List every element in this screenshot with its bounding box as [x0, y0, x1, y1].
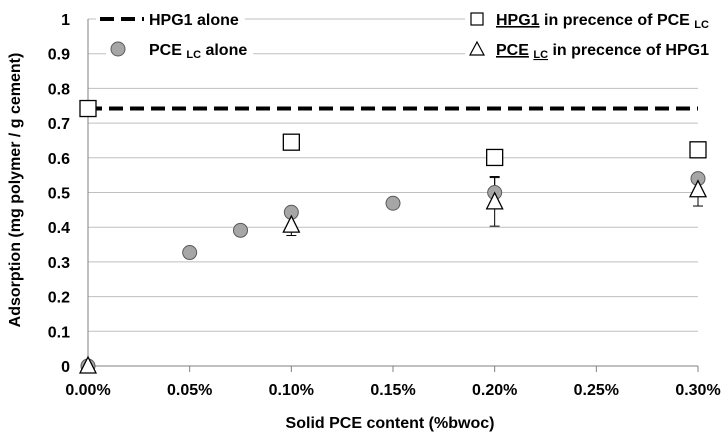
triangle-point	[688, 179, 708, 198]
y-tick-label: 0.7	[48, 116, 70, 133]
y-tick-label: 0.9	[48, 47, 70, 64]
circle-point	[233, 222, 248, 238]
axes	[87, 19, 699, 372]
y-tick-label: 0.8	[48, 81, 70, 98]
legend-label: PCE LC in precence of HPG1	[496, 42, 709, 61]
x-tick-label: 0.00%	[65, 382, 110, 399]
legend-text-part: in precence of PCE	[540, 12, 695, 29]
y-tick-label: 0.2	[48, 290, 70, 307]
square-point	[79, 99, 97, 118]
legend-circle-swatch	[110, 41, 126, 57]
legend-text-part: HPG1	[496, 12, 540, 29]
circle-point	[385, 195, 401, 211]
y-tick-labels: 0 0.1 0.2 0.3 0.4 0.5 0.6 0.7 0.8 0.9 1	[48, 12, 70, 376]
x-axis-title: Solid PCE content (%bwoc)	[286, 415, 495, 432]
legend-label: HPG1 in precence of PCE LC	[496, 12, 709, 31]
x-tick-label: 0.10%	[269, 382, 314, 399]
x-tick-label: 0.30%	[675, 382, 720, 399]
legend-item-bg	[465, 7, 716, 31]
legend-item: HPG1 in precence of PCE LC	[465, 7, 716, 31]
legend-text-part: PCE	[496, 42, 529, 59]
legend-text-part: alone	[201, 42, 247, 59]
x-tick-label: 0.05%	[167, 382, 212, 399]
y-tick-label: 0.6	[48, 151, 70, 168]
x-tick-labels: 0.00% 0.05% 0.10% 0.15% 0.20% 0.25% 0.30%	[65, 382, 720, 399]
legend-item-bg	[465, 37, 716, 61]
legend-square-swatch	[470, 12, 484, 26]
legend-triangle-swatch	[468, 40, 486, 56]
x-tick-label: 0.15%	[370, 382, 415, 399]
legend-subscript: LC	[533, 49, 548, 61]
y-tick-label: 0.1	[48, 324, 70, 341]
data-marks	[78, 99, 708, 374]
triangle-point	[78, 355, 98, 374]
legend-item: HPG1 alone	[96, 7, 245, 31]
y-tick-label: 1	[61, 12, 70, 29]
legend-text-part: HPG1 alone	[149, 12, 239, 29]
triangle-point	[282, 214, 301, 233]
y-tick-label: 0.4	[48, 220, 70, 237]
y-axis-title: Adsorption (mg polymer / g cement)	[7, 53, 24, 328]
legend-label: PCE LC alone	[149, 42, 247, 61]
legend-item: PCE LC alone	[106, 37, 254, 61]
circle-point	[182, 245, 198, 261]
legend-item-bg	[106, 37, 254, 61]
square-point	[689, 141, 707, 159]
legend-subscript: LC	[694, 19, 709, 31]
legend-item: PCE LC in precence of HPG1	[465, 37, 716, 61]
x-tick-label: 0.20%	[472, 382, 517, 399]
gridlines	[88, 18, 698, 332]
legend-label: HPG1 alone	[149, 12, 239, 29]
y-tick-label: 0.3	[48, 255, 70, 272]
y-tick-label: 0.5	[48, 186, 70, 203]
x-tick-label: 0.25%	[574, 382, 619, 399]
legend-text-part: PCE	[149, 42, 186, 59]
legend-subscript: LC	[186, 49, 201, 61]
legend-text-part: in precence of HPG1	[548, 42, 709, 59]
square-point	[282, 133, 300, 151]
y-tick-label: 0	[61, 359, 70, 376]
legend-item-bg	[96, 7, 245, 31]
triangle-point	[485, 191, 504, 210]
square-point	[486, 148, 504, 167]
